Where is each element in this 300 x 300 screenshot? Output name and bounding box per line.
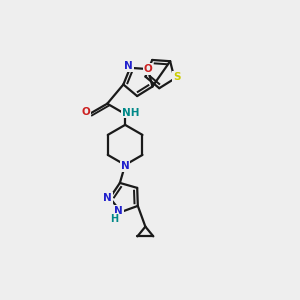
Text: N: N	[103, 193, 112, 203]
Text: N: N	[121, 161, 130, 171]
Text: O: O	[82, 107, 91, 117]
Text: N: N	[114, 206, 123, 216]
Text: NH: NH	[122, 107, 139, 118]
Text: N: N	[124, 61, 133, 71]
Text: O: O	[144, 64, 152, 74]
Text: H: H	[110, 214, 118, 224]
Text: S: S	[173, 72, 181, 82]
